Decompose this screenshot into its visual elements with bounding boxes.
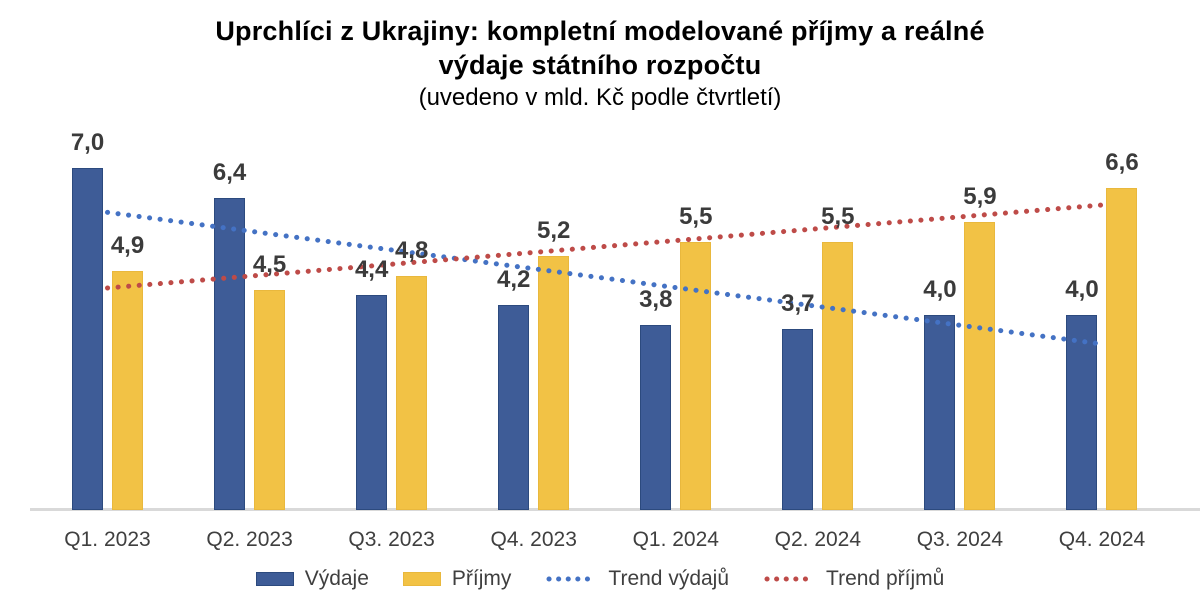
data-label-prijmy: 4,5 <box>252 251 287 279</box>
data-label-vydaje: 7,0 <box>70 129 105 157</box>
legend-swatch-dotted-line <box>764 576 814 582</box>
x-axis-label: Q3. 2024 <box>916 528 1004 551</box>
chart-title-line1: Uprchlíci z Ukrajiny: kompletní modelova… <box>215 16 985 46</box>
chart-header: Uprchlíci z Ukrajiny: kompletní modelova… <box>0 14 1200 113</box>
data-label-prijmy: 5,5 <box>821 202 855 230</box>
bar-vydaje <box>782 329 814 510</box>
data-label-vydaje: 3,8 <box>639 285 673 313</box>
legend-swatch-dotted-line <box>546 576 596 582</box>
bar-vydaje <box>498 305 530 510</box>
x-axis-label: Q4. 2023 <box>490 528 577 551</box>
data-label-prijmy: 6,6 <box>1105 148 1139 176</box>
bar-vydaje <box>924 314 956 510</box>
x-axis-label: Q4. 2024 <box>1058 528 1146 551</box>
bar-prijmy <box>112 270 143 510</box>
legend-item-trend-vydaju: Trend výdajů <box>545 567 729 591</box>
data-label-vydaje: 4,0 <box>1065 275 1099 303</box>
bar-prijmy <box>1106 187 1138 510</box>
x-axis-label: Q2. 2024 <box>774 528 862 551</box>
chart-subtitle: (uvedeno v mld. Kč podle čtvrtletí) <box>418 84 782 111</box>
legend-item-trend-prijmu: Trend příjmů <box>763 567 944 591</box>
data-label-vydaje: 4,2 <box>497 266 531 294</box>
legend-label: Příjmy <box>451 567 512 590</box>
bar-vydaje <box>1066 314 1098 510</box>
legend-label: Výdaje <box>304 567 369 590</box>
data-label-prijmy: 5,9 <box>963 183 997 211</box>
legend-label: Trend příjmů <box>826 567 945 590</box>
bar-prijmy <box>822 241 854 510</box>
legend-swatch-box <box>255 572 294 586</box>
data-label-prijmy: 4,8 <box>394 236 429 264</box>
bar-prijmy <box>680 241 712 510</box>
legend: Výdaje Příjmy Trend výdajů Trend příjmů <box>0 567 1200 591</box>
data-label-prijmy: 5,5 <box>679 202 713 230</box>
x-axis-line <box>30 508 1200 511</box>
legend-swatch-box <box>402 572 441 586</box>
bar-vydaje <box>356 295 388 510</box>
bar-prijmy <box>964 222 996 510</box>
bar-vydaje <box>640 324 672 510</box>
data-label-vydaje: 4,0 <box>923 275 957 303</box>
data-label-prijmy: 5,2 <box>537 217 571 245</box>
bar-prijmy <box>396 275 428 510</box>
x-axis-label: Q2. 2023 <box>206 528 293 551</box>
data-label-vydaje: 3,7 <box>781 290 815 318</box>
bar-vydaje <box>72 168 103 510</box>
bar-prijmy <box>538 256 570 510</box>
chart-title-line2: výdaje státního rozpočtu <box>438 50 762 80</box>
bar-prijmy <box>254 290 286 510</box>
x-axis-label: Q1. 2024 <box>632 528 719 551</box>
data-label-prijmy: 4,9 <box>110 231 145 259</box>
x-axis-label: Q1. 2023 <box>64 528 151 551</box>
legend-label: Trend výdajů <box>608 567 730 590</box>
bar-vydaje <box>214 197 246 510</box>
data-label-vydaje: 6,4 <box>212 158 247 186</box>
x-axis-label: Q3. 2023 <box>348 528 435 551</box>
legend-item-vydaje: Výdaje <box>255 567 369 591</box>
legend-item-prijmy: Příjmy <box>402 567 512 591</box>
